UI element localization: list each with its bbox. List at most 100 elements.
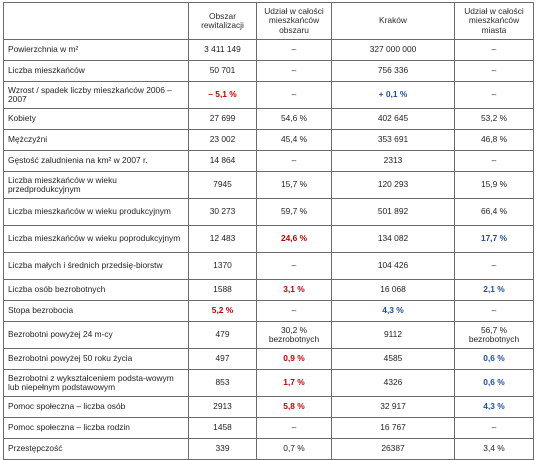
cell-udzial-miasta: – (454, 60, 534, 82)
cell-udzial-obszaru: – (256, 150, 332, 172)
cell-udzial-miasta: 4,3 % (454, 396, 534, 418)
table-row: Pomoc społeczna – liczba osób 2913 5,8 %… (3, 396, 534, 418)
cell-krakow: 501 892 (331, 198, 455, 226)
row-label: Kobiety (3, 108, 189, 130)
table-row: Liczba mieszkańców w wieku przedprodukcy… (3, 171, 534, 199)
cell-krakow: 4585 (331, 348, 455, 370)
cell-udzial-miasta: 3,4 % (454, 438, 534, 460)
table-row: Kobiety 27 699 54,6 % 402 645 53,2 % (3, 108, 534, 130)
cell-obszar: 50 701 (188, 60, 257, 82)
cell-obszar: 497 (188, 348, 257, 370)
row-label: Liczba mieszkańców w wieku przedprodukcy… (3, 171, 189, 199)
cell-obszar: 479 (188, 321, 257, 349)
row-label: Liczba małych i średnich przedsię-biorst… (3, 252, 189, 280)
cell-obszar: 1588 (188, 279, 257, 301)
cell-udzial-obszaru: 59,7 % (256, 198, 332, 226)
cell-obszar: 853 (188, 369, 257, 397)
row-label: Bezrobotni z wykształceniem podsta-wowym… (3, 369, 189, 397)
cell-udzial-obszaru: 54,6 % (256, 108, 332, 130)
table-row: Liczba mieszkańców w wieku produkcyjnym … (3, 198, 534, 226)
table-row: Przestępczość 339 0,7 % 26387 3,4 % (3, 438, 534, 460)
cell-udzial-miasta: 15,9 % (454, 171, 534, 199)
cell-udzial-miasta: – (454, 150, 534, 172)
cell-udzial-obszaru: 30,2 % bezrobotnych (256, 321, 332, 349)
cell-krakow: 120 293 (331, 171, 455, 199)
cell-obszar: 12 483 (188, 225, 257, 253)
cell-krakow: 16 068 (331, 279, 455, 301)
cell-udzial-miasta: 46,8 % (454, 129, 534, 151)
cell-obszar: 5,2 % (188, 300, 257, 322)
table-row: Liczba mieszkańców 50 701 – 756 336 – (3, 60, 534, 82)
cell-obszar: 30 273 (188, 198, 257, 226)
cell-krakow: 402 645 (331, 108, 455, 130)
cell-udzial-obszaru: 0,7 % (256, 438, 332, 460)
cell-obszar: – 5,1 % (188, 81, 257, 109)
table-row: Liczba małych i średnich przedsię-biorst… (3, 252, 534, 280)
header-row: Obszar rewitalizacji Udział w całości mi… (3, 2, 534, 40)
cell-obszar: 27 699 (188, 108, 257, 130)
cell-krakow: 4326 (331, 369, 455, 397)
row-label: Przestępczość (3, 438, 189, 460)
row-label: Powierzchnia w m² (3, 39, 189, 61)
row-label: Wzrost / spadek liczby mieszkańców 2006 … (3, 81, 189, 109)
cell-krakow: 4,3 % (331, 300, 455, 322)
table-body: Powierzchnia w m² 3 411 149 – 327 000 00… (3, 39, 534, 460)
row-label: Pomoc społeczna – liczba osób (3, 396, 189, 418)
table-row: Stopa bezrobocia 5,2 % – 4,3 % – (3, 300, 534, 322)
row-label: Pomoc społeczna – liczba rodzin (3, 417, 189, 439)
cell-krakow: 26387 (331, 438, 455, 460)
cell-udzial-miasta: 0,6 % (454, 369, 534, 397)
cell-udzial-miasta: 0,6 % (454, 348, 534, 370)
row-label: Liczba mieszkańców w wieku produkcyjnym (3, 198, 189, 226)
cell-udzial-obszaru: 0,9 % (256, 348, 332, 370)
cell-udzial-miasta: – (454, 417, 534, 439)
cell-obszar: 2913 (188, 396, 257, 418)
header-udzial-miasta: Udział w całości mieszkańców miasta (454, 2, 534, 40)
cell-udzial-miasta: 56,7 % bezrobotnych (454, 321, 534, 349)
cell-udzial-obszaru: 15,7 % (256, 171, 332, 199)
table-row: Gęstość zaludnienia na km² w 2007 r. 14 … (3, 150, 534, 172)
cell-krakow: 756 336 (331, 60, 455, 82)
cell-udzial-miasta: 66,4 % (454, 198, 534, 226)
cell-udzial-obszaru: 24,6 % (256, 225, 332, 253)
cell-obszar: 1458 (188, 417, 257, 439)
table-row: Liczba mieszkańców w wieku poprodukcyjny… (3, 225, 534, 253)
cell-krakow: 327 000 000 (331, 39, 455, 61)
cell-obszar: 7945 (188, 171, 257, 199)
row-label: Liczba mieszkańców (3, 60, 189, 82)
row-label: Bezrobotni powyżej 24 m-cy (3, 321, 189, 349)
cell-obszar: 14 864 (188, 150, 257, 172)
row-label: Mężczyźni (3, 129, 189, 151)
row-label: Liczba mieszkańców w wieku poprodukcyjny… (3, 225, 189, 253)
cell-udzial-obszaru: – (256, 300, 332, 322)
table-row: Powierzchnia w m² 3 411 149 – 327 000 00… (3, 39, 534, 61)
row-label: Gęstość zaludnienia na km² w 2007 r. (3, 150, 189, 172)
header-blank-cell (3, 2, 189, 40)
cell-krakow: + 0,1 % (331, 81, 455, 109)
cell-udzial-miasta: – (454, 39, 534, 61)
cell-udzial-miasta: – (454, 252, 534, 280)
cell-krakow: 32 917 (331, 396, 455, 418)
cell-obszar: 3 411 149 (188, 39, 257, 61)
cell-udzial-obszaru: – (256, 252, 332, 280)
cell-udzial-obszaru: – (256, 39, 332, 61)
cell-krakow: 104 426 (331, 252, 455, 280)
cell-udzial-obszaru: 5,8 % (256, 396, 332, 418)
table-row: Bezrobotni powyżej 24 m-cy 479 30,2 % be… (3, 321, 534, 349)
header-krakow: Kraków (331, 2, 455, 40)
cell-obszar: 1370 (188, 252, 257, 280)
table-row: Bezrobotni z wykształceniem podsta-wowym… (3, 369, 534, 397)
statistics-table: Obszar rewitalizacji Udział w całości mi… (3, 2, 534, 460)
table-row: Bezrobotni powyżej 50 roku życia 497 0,9… (3, 348, 534, 370)
cell-krakow: 134 082 (331, 225, 455, 253)
cell-udzial-miasta: – (454, 300, 534, 322)
header-udzial-obszaru: Udział w całości mieszkańców obszaru (256, 2, 332, 40)
cell-udzial-obszaru: 3,1 % (256, 279, 332, 301)
cell-krakow: 2313 (331, 150, 455, 172)
table-row: Liczba osób bezrobotnych 1588 3,1 % 16 0… (3, 279, 534, 301)
cell-udzial-obszaru: 45,4 % (256, 129, 332, 151)
cell-udzial-obszaru: – (256, 417, 332, 439)
cell-krakow: 9112 (331, 321, 455, 349)
table-row: Mężczyźni 23 002 45,4 % 353 691 46,8 % (3, 129, 534, 151)
